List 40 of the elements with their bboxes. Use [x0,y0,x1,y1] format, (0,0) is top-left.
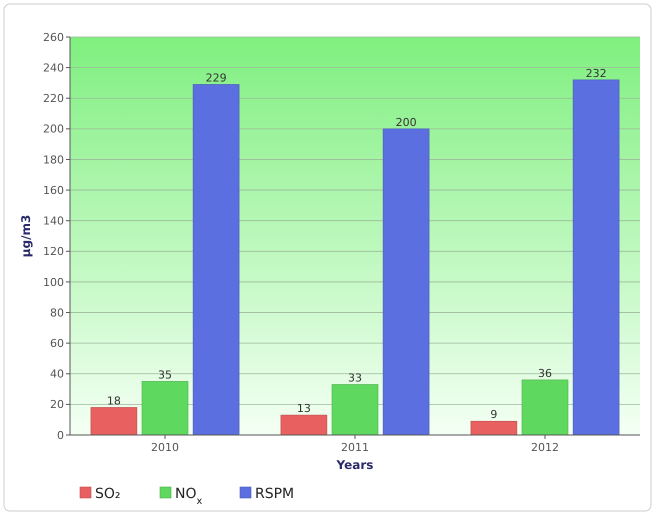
y-tick-label: 120 [43,245,64,258]
data-label: 13 [296,402,311,416]
legend-label: SO₂ [95,486,121,502]
data-label: 35 [158,368,172,382]
data-label: 18 [106,394,121,408]
y-axis-title: µg/m3 [19,214,33,258]
y-tick-label: 20 [50,398,64,412]
bar [470,420,518,436]
x-tick-label: 2010 [151,441,179,454]
x-tick-label: 2011 [341,441,369,454]
bar [90,407,138,436]
data-label: 9 [490,408,498,422]
legend-label: RSPM [255,486,294,502]
legend-label: NO$_{x}$ [175,486,202,506]
data-label: 232 [586,66,607,80]
y-tick-label: 40 [50,368,64,381]
y-tick-label: 260 [43,30,64,44]
y-tick-label: 180 [43,153,64,166]
data-label: 229 [206,71,227,84]
data-label: 200 [396,116,417,129]
x-tick-label: 2012 [531,441,559,454]
y-tick-label: 0 [57,428,64,442]
data-label: 33 [348,371,362,384]
y-tick-label: 160 [43,184,64,197]
bar [332,384,378,436]
y-tick-label: 200 [43,122,64,136]
y-tick-label: 60 [50,337,64,350]
bar [382,128,430,436]
y-tick-label: 100 [43,276,64,289]
x-axis-title: Years [336,458,374,472]
bar [572,80,620,436]
y-tick-label: 220 [43,92,64,106]
bar [142,381,188,436]
bar [192,84,240,436]
data-label: 36 [538,366,552,380]
y-tick-label: 80 [50,306,64,320]
bar [280,414,328,436]
y-tick-label: 140 [43,214,64,228]
bar [522,380,568,436]
y-tick-label: 240 [43,61,64,74]
